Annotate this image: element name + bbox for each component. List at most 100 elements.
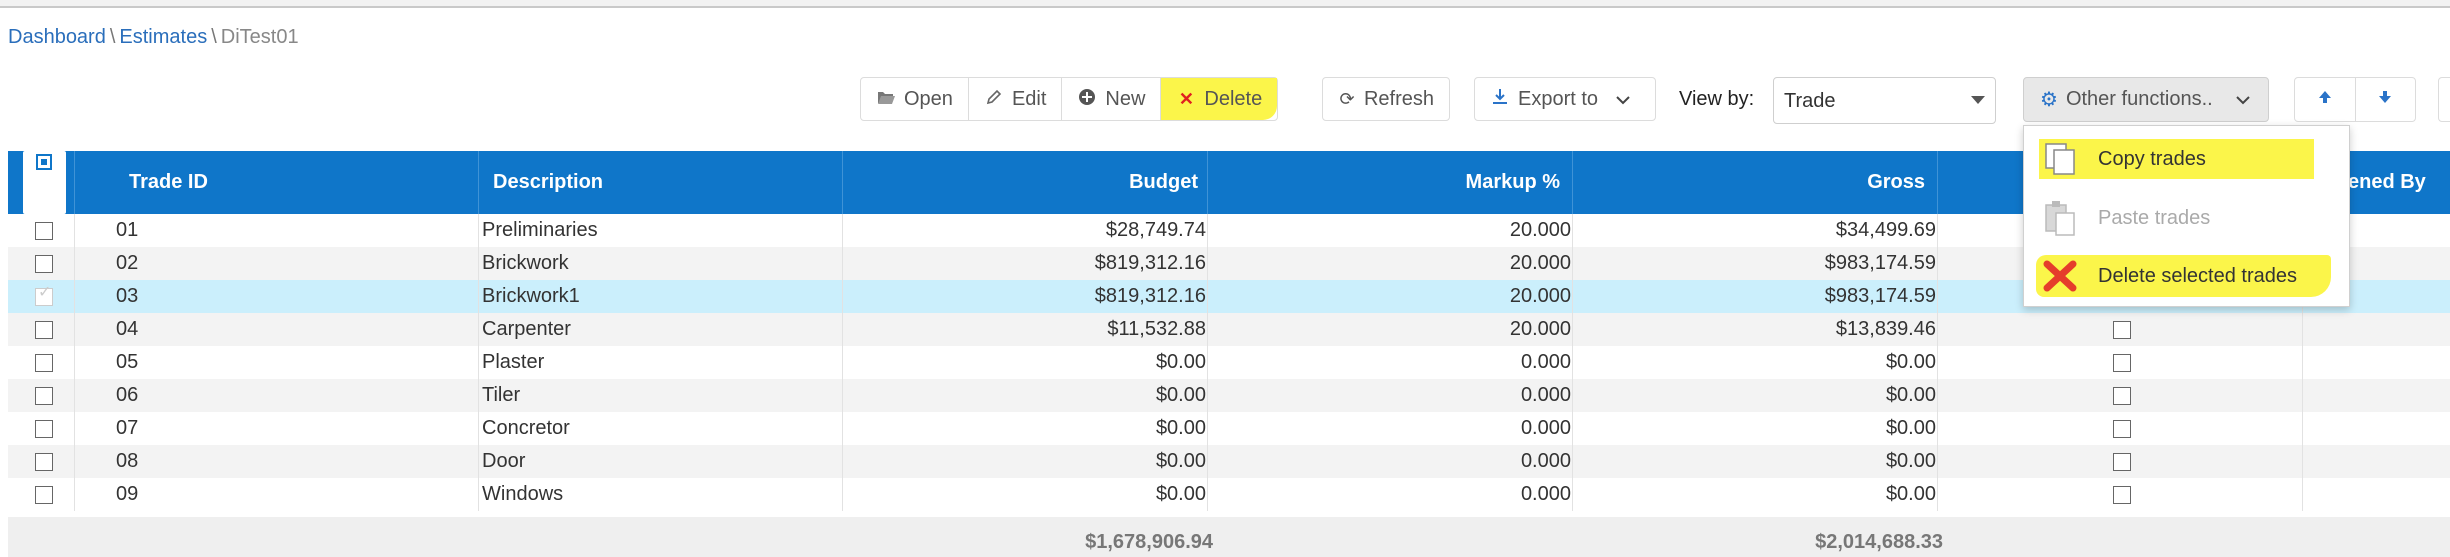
cell-gross: $34,499.69 (1835, 219, 1936, 241)
breadcrumb-estimates[interactable]: Estimates (119, 26, 208, 48)
refresh-button-group: ⟳ Refresh (1322, 77, 1450, 121)
overflow-button[interactable] (2438, 77, 2450, 122)
menu-item-paste-trades[interactable]: Paste trades (2024, 193, 2349, 243)
cell-markup: 0.000 (1520, 384, 1571, 406)
cell-budget: $819,312.16 (1094, 285, 1206, 307)
arrow-up-icon (2317, 88, 2333, 111)
other-functions-menu: Copy trades Paste trades Delete selected… (2023, 125, 2350, 307)
table-row[interactable]: 05 Plaster $0.00 0.000 $0.00 (8, 346, 2450, 379)
cell-budget: $0.00 (1155, 450, 1206, 472)
menu-item-copy-trades[interactable]: Copy trades (2024, 134, 2349, 184)
total-budget: $1,678,906.94 (1085, 531, 1213, 553)
open-button[interactable]: Open (861, 78, 969, 120)
cell-gross: $13,839.46 (1835, 318, 1936, 340)
export-button-group: Export to (1474, 77, 1656, 121)
menu-item-delete-selected-trades[interactable]: Delete selected trades (2024, 251, 2349, 301)
delete-selected-trades-label: Delete selected trades (2098, 265, 2298, 287)
cell-description: Concretor (482, 417, 570, 439)
delete-label: Delete (1204, 87, 1263, 110)
x-delete-icon: ✕ (1178, 88, 1194, 109)
row-checkbox[interactable] (35, 453, 53, 471)
row-flag-checkbox[interactable] (2113, 486, 2131, 504)
col-opened-by[interactable]: ened By Us (2348, 171, 2426, 256)
row-checkbox[interactable] (35, 420, 53, 438)
other-functions-button[interactable]: ⚙ Other functions.. (2023, 77, 2269, 122)
red-x-icon (2042, 257, 2078, 295)
cell-description: Windows (482, 483, 564, 505)
col-gross[interactable]: Gross (1867, 171, 1925, 193)
copy-trades-label: Copy trades (2098, 148, 2206, 170)
chevron-down-icon (1616, 88, 1630, 111)
col-trade-id[interactable]: Trade ID (129, 171, 208, 193)
select-all-checkbox[interactable] (23, 151, 66, 214)
move-button-group (2294, 77, 2416, 122)
move-down-button[interactable] (2356, 78, 2416, 121)
cell-gross: $0.00 (1885, 384, 1936, 406)
cell-budget: $0.00 (1155, 351, 1206, 373)
table-row[interactable]: 06 Tiler $0.00 0.000 $0.00 (8, 379, 2450, 412)
cell-gross: $983,174.59 (1824, 285, 1936, 307)
row-flag-checkbox[interactable] (2113, 453, 2131, 471)
cell-markup: 0.000 (1520, 450, 1571, 472)
cell-trade-id: 01 (116, 219, 139, 241)
plus-circle-icon (1077, 88, 1097, 111)
paste-trades-label: Paste trades (2098, 207, 2211, 229)
row-flag-checkbox[interactable] (2113, 354, 2131, 372)
folder-open-icon (876, 89, 896, 110)
breadcrumb-separator: \ (211, 26, 217, 48)
total-gross: $2,014,688.33 (1815, 531, 1943, 553)
cell-gross: $0.00 (1885, 483, 1936, 505)
cell-markup: 0.000 (1520, 351, 1571, 373)
table-row[interactable]: 08 Door $0.00 0.000 $0.00 (8, 445, 2450, 478)
breadcrumb-separator: \ (109, 26, 116, 48)
table-row[interactable]: 07 Concretor $0.00 0.000 $0.00 (8, 412, 2450, 445)
row-checkbox[interactable] (35, 354, 53, 372)
breadcrumb-current: DiTest01 (220, 26, 299, 48)
view-by-value: Trade (1784, 90, 1836, 112)
col-budget[interactable]: Budget (1129, 171, 1198, 193)
cell-description: Door (482, 450, 526, 472)
table-row[interactable]: 09 Windows $0.00 0.000 $0.00 (8, 478, 2450, 511)
cell-gross: $0.00 (1885, 417, 1936, 439)
new-label: New (1105, 87, 1146, 110)
cell-description: Tiler (482, 384, 521, 406)
refresh-button[interactable]: ⟳ Refresh (1323, 78, 1449, 120)
cell-markup: 20.000 (1509, 285, 1571, 307)
move-up-button[interactable] (2295, 78, 2356, 121)
cell-trade-id: 05 (116, 351, 139, 373)
cell-description: Plaster (482, 351, 545, 373)
edit-label: Edit (1011, 87, 1047, 110)
edit-button[interactable]: Edit (969, 78, 1063, 120)
grid-footer-totals: $1,678,906.94 $2,014,688.33 (8, 517, 2450, 557)
col-markup[interactable]: Markup % (1465, 171, 1560, 193)
row-checkbox[interactable] (35, 387, 53, 405)
row-checkbox[interactable] (35, 282, 53, 306)
delete-button[interactable]: ✕ Delete (1161, 78, 1278, 120)
row-flag-checkbox[interactable] (2113, 420, 2131, 438)
row-checkbox[interactable] (35, 222, 53, 240)
refresh-label: Refresh (1363, 87, 1434, 110)
row-checkbox[interactable] (35, 321, 53, 339)
cell-description: Carpenter (482, 318, 571, 340)
caret-down-icon (1971, 96, 1985, 104)
view-by-select[interactable]: Trade (1773, 77, 1996, 124)
cell-markup: 20.000 (1509, 252, 1571, 274)
col-description[interactable]: Description (493, 171, 604, 193)
breadcrumb-dashboard[interactable]: Dashboard (8, 26, 106, 48)
row-checkbox[interactable] (35, 486, 53, 504)
cell-trade-id: 03 (116, 285, 139, 307)
chevron-down-icon (2236, 88, 2250, 111)
new-button[interactable]: New (1062, 78, 1162, 120)
top-frame-border (0, 0, 2450, 8)
cell-budget: $0.00 (1155, 483, 1206, 505)
row-flag-checkbox[interactable] (2113, 321, 2131, 339)
cell-budget: $0.00 (1155, 384, 1206, 406)
export-button[interactable]: Export to (1475, 78, 1645, 120)
row-flag-checkbox[interactable] (2113, 387, 2131, 405)
pencil-icon (984, 88, 1004, 111)
cell-description: Preliminaries (482, 219, 598, 241)
cell-budget: $819,312.16 (1094, 252, 1206, 274)
cell-markup: 20.000 (1509, 318, 1571, 340)
row-checkbox[interactable] (35, 255, 53, 273)
table-row[interactable]: 04 Carpenter $11,532.88 20.000 $13,839.46 (8, 313, 2450, 346)
